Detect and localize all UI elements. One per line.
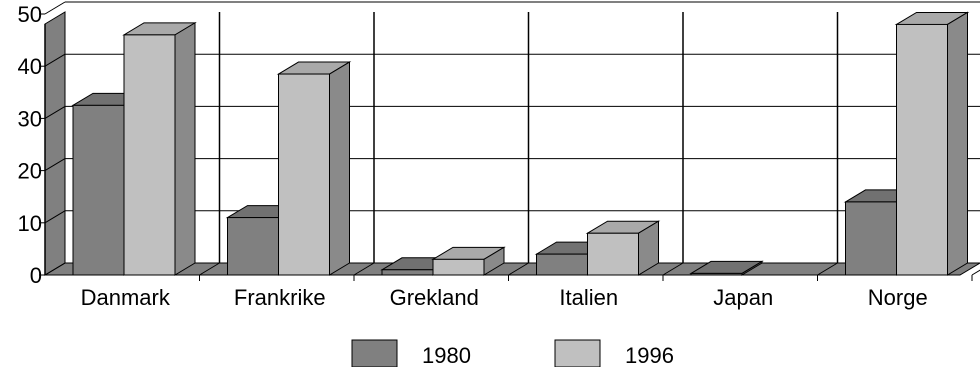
- bar-side: [329, 61, 350, 276]
- bar-front: [845, 201, 897, 276]
- bar-italien-1996: [585, 220, 661, 276]
- legend-swatch: [554, 339, 601, 367]
- bar-side: [947, 11, 968, 276]
- bars: [71, 11, 970, 276]
- y-tick-label: 50: [18, 2, 42, 27]
- plot-side-wall: [44, 11, 66, 276]
- gridline-side: [44, 105, 66, 119]
- bar-front: [896, 23, 948, 276]
- y-axis-tick-labels: 0 10 20 30 40 50: [18, 2, 42, 288]
- gridline-side: [44, 262, 66, 276]
- floor-divider: [199, 262, 220, 276]
- gridlines: [39, 1, 980, 276]
- bar-front: [123, 34, 176, 276]
- legend-label: 1996: [625, 343, 674, 367]
- gridline-side: [44, 158, 66, 172]
- x-axis-category-labels: Danmark Frankrike Grekland Italien Japan Norg…: [81, 285, 928, 310]
- floor-divider: [817, 262, 838, 276]
- x-category-label: Italien: [559, 285, 618, 310]
- gridline-side: [44, 53, 66, 67]
- bar-front: [432, 258, 485, 276]
- y-tick-label: 10: [18, 211, 42, 236]
- category-dividers: [199, 12, 980, 281]
- legend-item-1996: 1996: [554, 339, 674, 367]
- y-tick-label: 0: [30, 263, 42, 288]
- bar-danmark-1996: [122, 21, 197, 276]
- x-category-label: Japan: [713, 285, 773, 310]
- x-category-label: Frankrike: [234, 285, 326, 310]
- x-category-label: Danmark: [81, 285, 171, 310]
- gridline-side: [44, 210, 66, 224]
- bar-front: [72, 104, 125, 276]
- plot-back-wall: [65, 12, 980, 263]
- floor-divider: [662, 262, 684, 276]
- y-tick-label: 40: [18, 54, 42, 79]
- bar-front: [227, 217, 279, 276]
- legend-item-1980: 1980: [351, 339, 471, 367]
- bar-grekland-1996: [431, 246, 506, 276]
- bar-front: [587, 232, 639, 276]
- floor-divider: [353, 262, 375, 276]
- legend-label: 1980: [422, 343, 471, 367]
- y-tick-label: 20: [18, 159, 42, 184]
- x-category-label: Norge: [868, 285, 928, 310]
- bar-japan-1980: [689, 260, 764, 276]
- floor-divider: [508, 262, 529, 276]
- x-category-label: Grekland: [390, 285, 479, 310]
- bar-front: [536, 253, 588, 276]
- floor-divider: [971, 269, 980, 276]
- y-tick-label: 30: [18, 106, 42, 131]
- gridline-side: [44, 1, 66, 15]
- bar-front: [278, 73, 330, 276]
- bar-frankrike-1996: [276, 61, 352, 276]
- bar-front: [381, 269, 434, 276]
- bar-norge-1996: [894, 11, 970, 276]
- legend-swatch: [351, 339, 398, 367]
- bar-side: [174, 21, 196, 276]
- legend: 1980 1996: [351, 339, 674, 367]
